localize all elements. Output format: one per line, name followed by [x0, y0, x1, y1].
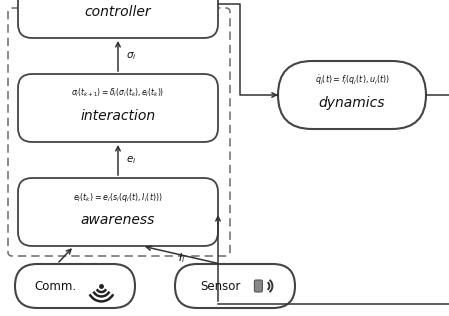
Text: controller: controller	[85, 5, 151, 19]
FancyBboxPatch shape	[175, 264, 295, 308]
FancyBboxPatch shape	[18, 178, 218, 246]
Text: interaction: interaction	[80, 109, 155, 123]
Text: $I_i$: $I_i$	[178, 251, 185, 265]
FancyBboxPatch shape	[278, 61, 426, 129]
Text: $\sigma_i$: $\sigma_i$	[126, 50, 136, 62]
Text: dynamics: dynamics	[319, 96, 385, 110]
FancyBboxPatch shape	[15, 264, 135, 308]
Text: Comm.: Comm.	[35, 279, 77, 293]
Text: $e_i$: $e_i$	[126, 154, 136, 166]
Text: $\dot{q}_i(t) = f_i(q_i(t), u_i(t))$: $\dot{q}_i(t) = f_i(q_i(t), u_i(t))$	[315, 73, 389, 87]
Text: awareness: awareness	[81, 213, 155, 227]
Text: Sensor: Sensor	[200, 279, 241, 293]
Text: $e_i(t_k) = e_i(s_i(q_i(t), I_i(t)))$: $e_i(t_k) = e_i(s_i(q_i(t), I_i(t)))$	[73, 191, 163, 204]
Text: $\sigma_i(t_{k+1}) = \delta_i(\sigma_i(t_k), e_i(t_k))$: $\sigma_i(t_{k+1}) = \delta_i(\sigma_i(t…	[71, 87, 165, 99]
FancyBboxPatch shape	[18, 0, 218, 38]
FancyBboxPatch shape	[255, 280, 262, 292]
FancyBboxPatch shape	[18, 74, 218, 142]
